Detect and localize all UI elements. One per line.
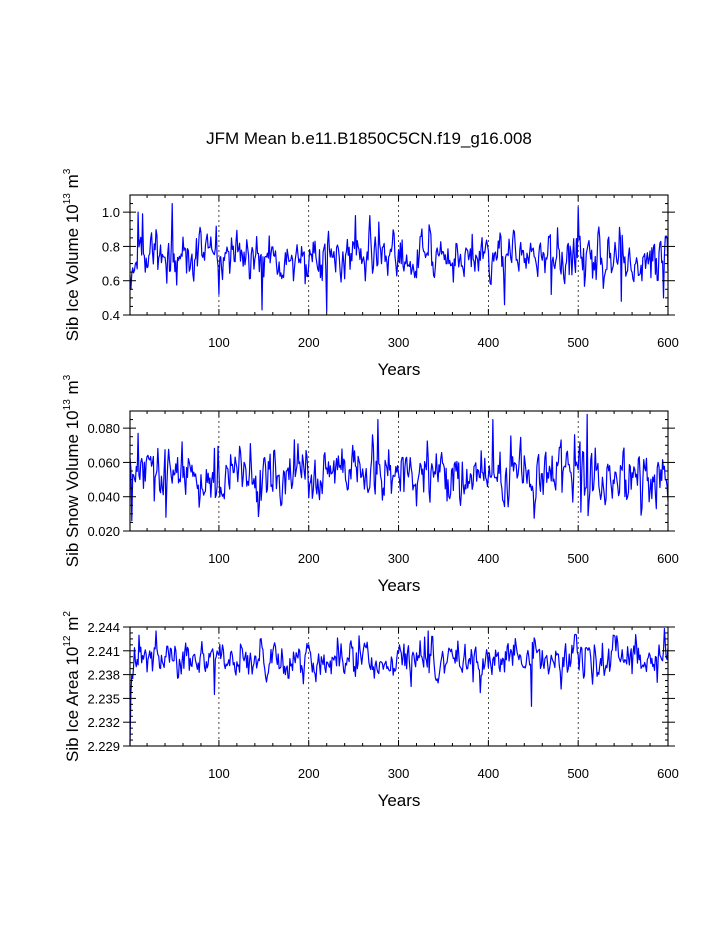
data-line-sib-snow-volume bbox=[129, 413, 669, 522]
y-tick-label: 0.020 bbox=[87, 524, 120, 539]
panel-3: 100 200 300 400 500 600 2.229 2.232 2.235 2.238 2.… bbox=[62, 611, 679, 810]
x-tick-label: 400 bbox=[478, 766, 500, 781]
y-tick-label: 2.241 bbox=[87, 644, 120, 659]
figure-title: JFM Mean b.e11.B1850C5CN.f19_g16.008 bbox=[206, 129, 532, 148]
x-tick-label: 300 bbox=[388, 551, 410, 566]
x-tick-label: 200 bbox=[298, 335, 320, 350]
x-tick-label: 200 bbox=[298, 551, 320, 566]
y-tick-label: 2.235 bbox=[87, 691, 120, 706]
y-tick-label: 1.0 bbox=[102, 205, 120, 220]
x-tick-label: 600 bbox=[657, 766, 679, 781]
x-tick-label: 200 bbox=[298, 766, 320, 781]
y-tick-label: 2.232 bbox=[87, 715, 120, 730]
y-axis-label: Sib Ice Volume 1013 m3 bbox=[62, 168, 82, 341]
x-tick-label: 500 bbox=[567, 551, 589, 566]
y-axis-label: Sib Snow Volume 1013 m3 bbox=[62, 374, 82, 567]
x-tick-label: 500 bbox=[567, 766, 589, 781]
y-axis-label: Sib Ice Area 1012 m2 bbox=[62, 611, 82, 762]
panel-1: 100 200 300 400 500 600 0.4 0.6 0.8 1.0 Years Sib I… bbox=[62, 168, 679, 379]
x-tick-label: 100 bbox=[208, 551, 230, 566]
x-tick-label: 100 bbox=[208, 335, 230, 350]
x-tick-label: 300 bbox=[388, 335, 410, 350]
y-tick-label: 0.040 bbox=[87, 490, 120, 505]
y-tick-label: 2.244 bbox=[87, 620, 120, 635]
x-axis-label: Years bbox=[378, 791, 421, 810]
x-tick-label: 300 bbox=[388, 766, 410, 781]
y-tick-label: 0.4 bbox=[102, 308, 120, 323]
y-tick-label: 2.229 bbox=[87, 739, 120, 754]
data-line-sib-ice-volume bbox=[129, 202, 669, 313]
y-tick-label: 0.080 bbox=[87, 421, 120, 436]
data-line-sib-ice-area bbox=[129, 627, 669, 745]
y-tick-label: 2.238 bbox=[87, 668, 120, 683]
x-tick-label: 400 bbox=[478, 335, 500, 350]
x-tick-label: 600 bbox=[657, 335, 679, 350]
x-tick-label: 400 bbox=[478, 551, 500, 566]
y-tick-label: 0.060 bbox=[87, 455, 120, 470]
y-tick-label: 0.6 bbox=[102, 274, 120, 289]
y-tick-label: 0.8 bbox=[102, 239, 120, 254]
x-tick-label: 500 bbox=[567, 335, 589, 350]
x-axis-label: Years bbox=[378, 576, 421, 595]
x-axis-label: Years bbox=[378, 360, 421, 379]
x-tick-label: 600 bbox=[657, 551, 679, 566]
panel-2: 100 200 300 400 500 600 0.020 0.040 0.060 0.080 Ye… bbox=[62, 374, 679, 595]
x-tick-label: 100 bbox=[208, 766, 230, 781]
